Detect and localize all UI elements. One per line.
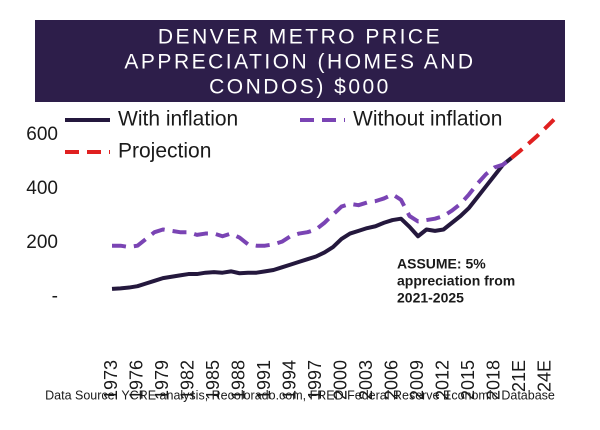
x-tick-label: 2000: [330, 360, 350, 400]
x-tick-label: 24E: [534, 360, 554, 392]
title-box: [35, 20, 565, 102]
x-tick-label: 1979: [152, 360, 172, 400]
legend-label: With inflation: [118, 108, 238, 131]
x-tick-label: 2003: [356, 360, 376, 400]
x-tick-label: 1997: [305, 360, 325, 400]
series-line: [112, 156, 513, 250]
source-note: Data Source: YCRE analysis, Recolorado.c…: [45, 388, 555, 402]
annotation: ASSUME: 5%: [397, 256, 486, 272]
x-tick-label: 2015: [458, 360, 478, 400]
x-tick-label: 1982: [177, 360, 197, 400]
annotation: 2021-2025: [397, 290, 464, 306]
chart-title: APPRECIATION (HOMES AND: [124, 51, 475, 74]
series-line: [510, 118, 556, 160]
x-tick-label: 1973: [101, 360, 121, 400]
legend-label: Without inflation: [353, 108, 502, 131]
chart-title: CONDOS) $000: [209, 76, 391, 99]
x-tick-label: 21E: [509, 360, 529, 392]
x-tick-label: 1994: [279, 360, 299, 400]
series-line: [111, 156, 513, 291]
y-tick-label: -: [52, 286, 58, 307]
y-tick-label: 400: [26, 178, 58, 199]
legend-label: Projection: [118, 140, 211, 163]
y-tick-label: 600: [26, 124, 58, 145]
x-tick-label: 2006: [381, 360, 401, 400]
chart-title: DENVER METRO PRICE: [158, 26, 442, 49]
x-tick-label: 2012: [432, 360, 452, 400]
x-tick-label: 2009: [407, 360, 427, 400]
x-tick-label: 1976: [126, 360, 146, 400]
y-tick-label: 200: [26, 232, 58, 253]
x-tick-label: 2018: [483, 360, 503, 400]
x-tick-label: 1988: [228, 360, 248, 400]
x-tick-label: 1991: [254, 360, 274, 400]
annotation: appreciation from: [397, 273, 515, 289]
x-tick-label: 1985: [203, 360, 223, 400]
